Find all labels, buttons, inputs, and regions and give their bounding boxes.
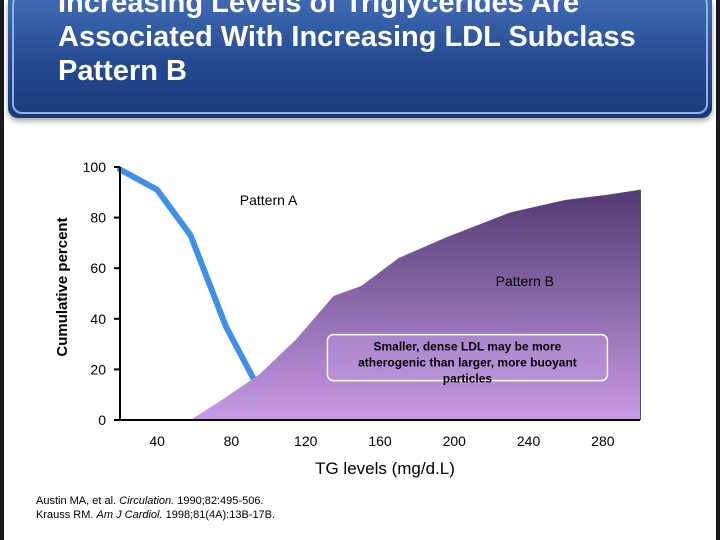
- y-tick-label: 60: [90, 260, 106, 276]
- callout-text-line: Smaller, dense LDL may be more: [373, 340, 561, 354]
- citation-1-journal: Circulation.: [119, 495, 175, 507]
- y-axis-label: Cumulative percent: [54, 217, 71, 356]
- callout-text-line: particles: [443, 372, 493, 386]
- x-tick-label: 40: [149, 433, 165, 449]
- x-tick-label: 280: [591, 433, 615, 449]
- x-tick-label: 240: [517, 433, 541, 449]
- y-tick-label: 0: [98, 412, 106, 428]
- citation-2-details: 1998;81(4A):13B-17B.: [162, 509, 276, 521]
- x-tick-label: 120: [294, 433, 318, 449]
- x-axis-label: TG levels (mg/d.L): [315, 459, 455, 478]
- citation-2-authors: Krauss RM.: [36, 509, 97, 521]
- y-tick-label: 100: [83, 159, 107, 175]
- citation-2-journal: Am J Cardiol.: [96, 509, 163, 521]
- y-tick-label: 40: [90, 311, 106, 327]
- citation-2: Krauss RM. Am J Cardiol. 1998;81(4A):13B…: [36, 508, 275, 522]
- x-tick-label: 80: [224, 433, 240, 449]
- left-frame-border: [0, 0, 4, 540]
- slide-title: Increasing Levels of Triglycerides Are A…: [58, 0, 636, 87]
- right-frame-border: [716, 0, 720, 540]
- x-tick-label: 200: [443, 433, 467, 449]
- citation-1-details: 1990;82:495-506.: [174, 495, 264, 507]
- pattern-b-area: [190, 189, 641, 420]
- citation-1-authors: Austin MA, et al.: [36, 495, 120, 507]
- x-tick-label: 160: [368, 433, 392, 449]
- title-banner-inner-border: [12, 0, 708, 114]
- annotation-label: Pattern A: [240, 192, 298, 208]
- y-tick-label: 20: [90, 361, 106, 377]
- title-banner: Increasing Levels of Triglycerides Are A…: [8, 0, 712, 118]
- annotation-label: Pattern B: [496, 273, 554, 289]
- callout-text-line: atherogenic than larger, more buoyant: [358, 356, 577, 370]
- citation-1: Austin MA, et al. Circulation. 1990;82:4…: [36, 494, 275, 508]
- y-tick-label: 80: [90, 210, 106, 226]
- citations: Austin MA, et al. Circulation. 1990;82:4…: [36, 494, 275, 522]
- callout-box: [326, 333, 609, 382]
